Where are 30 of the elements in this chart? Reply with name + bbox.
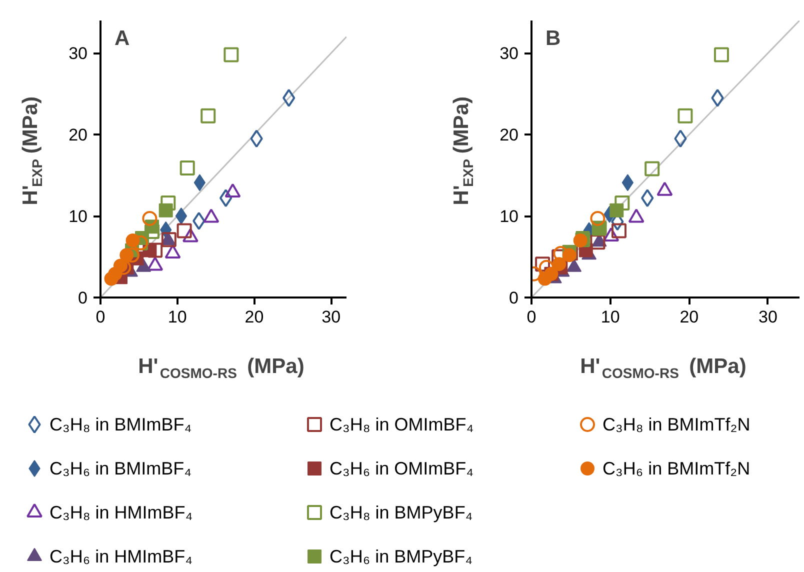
y-tick-label: 30 xyxy=(68,44,88,64)
y-tick-label: 20 xyxy=(68,126,88,145)
x-tick-label: 20 xyxy=(680,308,699,326)
y-tick-label: 20 xyxy=(500,126,519,145)
legend-label: C₃H₆ in BMImTf₂N xyxy=(602,458,750,478)
x-tick-label: 0 xyxy=(526,308,536,326)
x-tick-label: 20 xyxy=(244,308,264,326)
x-tick-label: 30 xyxy=(758,308,778,326)
legend-label: C₃H₆ in BMImBF₄ xyxy=(50,458,192,478)
x-tick-label: 30 xyxy=(322,308,341,326)
legend-label: C₃H₆ in HMImBF₄ xyxy=(50,546,192,566)
x-tick-label: 10 xyxy=(168,308,187,326)
y-tick-label: 10 xyxy=(68,207,88,226)
legend-label: C₃H₈ in BMImTf₂N xyxy=(602,414,750,434)
y-tick-label: 10 xyxy=(500,207,519,226)
legend-label: C₃H₆ in BMPyBF₄ xyxy=(330,546,472,566)
y-axis-title: H'EXP (MPa) xyxy=(450,96,476,206)
x-tick-label: 0 xyxy=(96,308,106,326)
chart-title: B xyxy=(546,27,561,50)
legend-label: C₃H₈ in OMImBF₄ xyxy=(330,414,474,434)
y-axis-title: H'EXP (MPa) xyxy=(19,96,45,206)
y-tick-label: 0 xyxy=(509,288,519,308)
legend-label: C₃H₈ in HMImBF₄ xyxy=(50,502,193,522)
legend-label: C₃H₆ in OMImBF₄ xyxy=(330,458,474,478)
legend-label: C₃H₈ in BMImBF₄ xyxy=(50,414,192,434)
legend-label: C₃H₈ in BMPyBF₄ xyxy=(330,502,473,522)
y-tick-label: 0 xyxy=(78,288,88,308)
y-tick-label: 30 xyxy=(500,44,519,64)
x-tick-label: 10 xyxy=(600,308,620,326)
chart-title: A xyxy=(114,27,130,50)
